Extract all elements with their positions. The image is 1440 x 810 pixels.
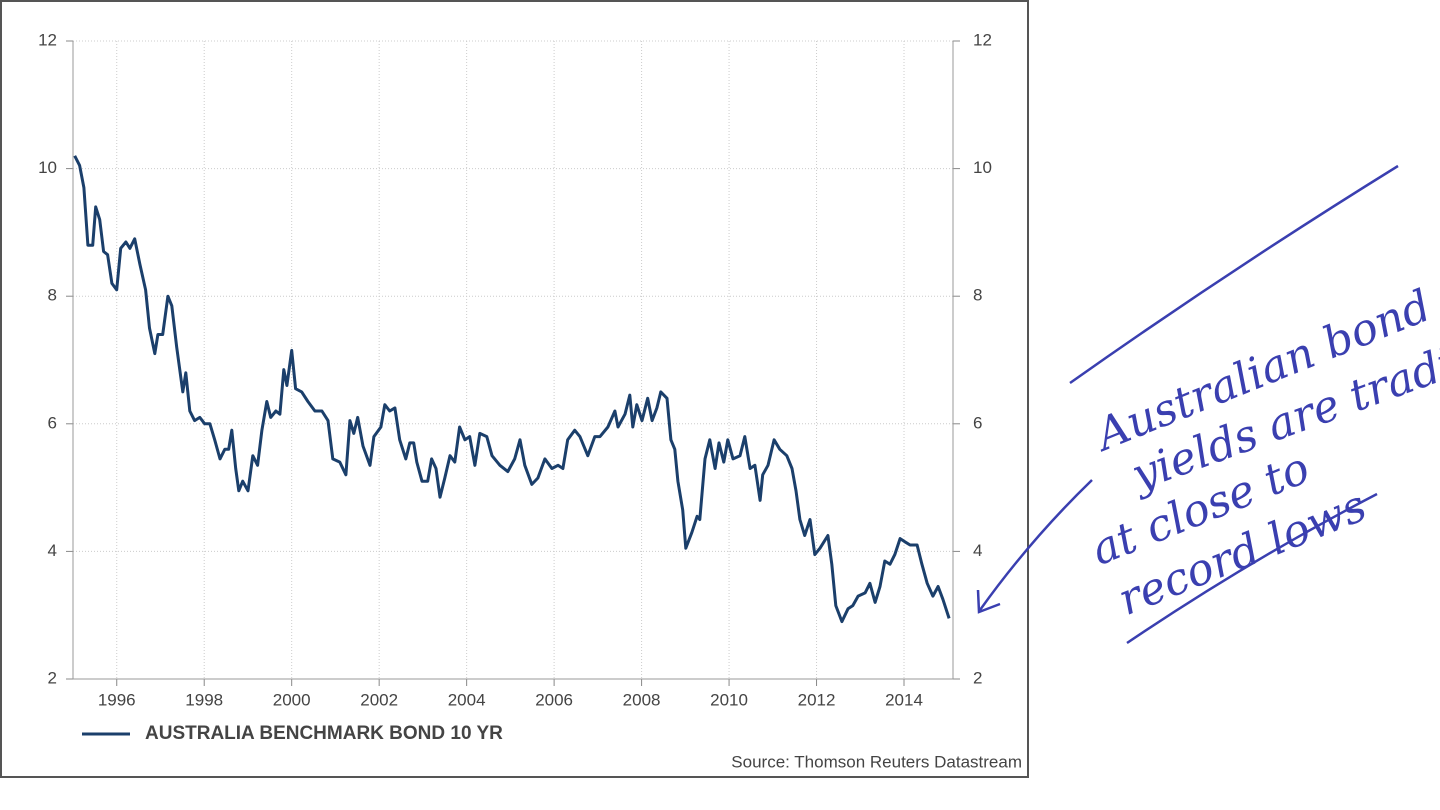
series-line [73, 155, 951, 624]
y2-tick-label: 2 [973, 668, 982, 687]
x-tick-label: 2008 [623, 690, 661, 709]
x-tick-label: 2012 [798, 690, 836, 709]
y-tick-label: 10 [38, 158, 57, 177]
hand-arrowhead [976, 589, 1001, 614]
x-tick-label: 2000 [273, 690, 311, 709]
x-tick-label: 2004 [448, 690, 486, 709]
x-tick-label: 2006 [535, 690, 573, 709]
y2-tick-label: 12 [973, 30, 992, 49]
x-tick-label: 1996 [98, 690, 136, 709]
x-tick-label: 1998 [185, 690, 223, 709]
y2-tick-label: 10 [973, 158, 992, 177]
x-tick-label: 2014 [885, 690, 923, 709]
y2-tick-label: 6 [973, 413, 982, 432]
hand-line [1126, 492, 1378, 645]
legend-label: AUSTRALIA BENCHMARK BOND 10 YR [145, 723, 503, 744]
y-tick-label: 4 [48, 541, 57, 560]
y-tick-label: 2 [48, 668, 57, 687]
y-tick-label: 6 [48, 413, 57, 432]
y-tick-label: 8 [48, 286, 57, 305]
x-tick-label: 2002 [360, 690, 398, 709]
source: Source: Thomson Reuters Datastream [731, 752, 1022, 771]
x-tick-label: 2010 [710, 690, 748, 709]
hand-arrow [978, 479, 1093, 611]
y2-tick-label: 4 [973, 541, 982, 560]
y2-tick-label: 8 [973, 286, 982, 305]
y-tick-label: 12 [38, 30, 57, 49]
handwriting [976, 164, 1399, 645]
hand-line [1069, 164, 1399, 385]
chart-frame [0, 0, 1029, 778]
